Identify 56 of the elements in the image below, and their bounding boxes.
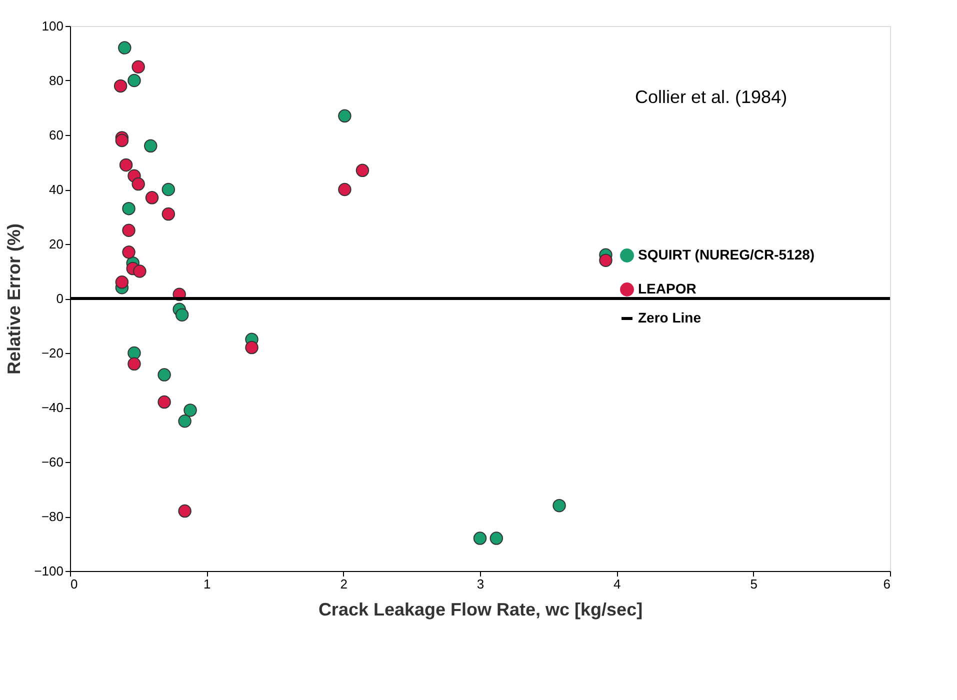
point (133, 264, 146, 278)
x-axis-title: Crack Leakage Flow Rate, wc [kg/sec] (318, 600, 643, 620)
point (599, 254, 612, 267)
point (178, 414, 192, 428)
y-tick-label: −20 (41, 346, 64, 360)
x-tick-label: 4 (614, 576, 621, 592)
y-tick-label: 60 (49, 128, 64, 142)
point (115, 134, 129, 148)
y-tick-label: −60 (41, 454, 64, 470)
point (473, 532, 487, 545)
point (490, 532, 504, 545)
x-tick-label: 3 (476, 576, 484, 592)
point (115, 276, 129, 289)
legend-label: SQUIRT (NUREG/CR-5128) (638, 246, 815, 262)
point (122, 224, 136, 237)
point (122, 246, 136, 259)
point (144, 139, 158, 153)
point (128, 346, 141, 360)
point (184, 404, 197, 417)
point (158, 368, 171, 382)
y-tick-label: 20 (49, 236, 64, 252)
annotation: Collier et al. (1984) (635, 87, 788, 107)
point (338, 182, 352, 196)
y-tick-label: 80 (49, 73, 64, 88)
x-tick-label: 1 (204, 576, 211, 592)
y-tick-label: −100 (34, 564, 64, 578)
point (162, 207, 176, 221)
x-tick-label: 0 (70, 576, 78, 592)
y-tick-label: 100 (42, 18, 64, 34)
y-tick-label: 0 (56, 291, 64, 306)
y-tick-label: 40 (49, 182, 64, 197)
point (119, 158, 133, 172)
point (338, 109, 352, 123)
point (145, 191, 159, 204)
point (132, 177, 145, 191)
x-tick-label: 6 (883, 576, 890, 592)
point (552, 498, 566, 512)
point (114, 79, 128, 93)
x-tick-label: 2 (340, 576, 348, 592)
point (178, 504, 192, 518)
point (245, 340, 258, 354)
point (118, 41, 132, 54)
point (128, 357, 141, 371)
x-tick-label: 5 (750, 576, 758, 592)
y-tick-label: −40 (41, 400, 64, 415)
legend-label: Zero Line (638, 310, 702, 326)
y-axis-title: Relative Error (%) (4, 223, 24, 375)
legend-label: LEAPOR (638, 280, 696, 296)
y-tick-label: −80 (41, 509, 64, 524)
point (132, 60, 145, 74)
point (356, 164, 370, 178)
point (162, 182, 176, 196)
point (122, 202, 136, 216)
point (158, 395, 171, 409)
point (128, 74, 141, 88)
point (175, 308, 189, 322)
